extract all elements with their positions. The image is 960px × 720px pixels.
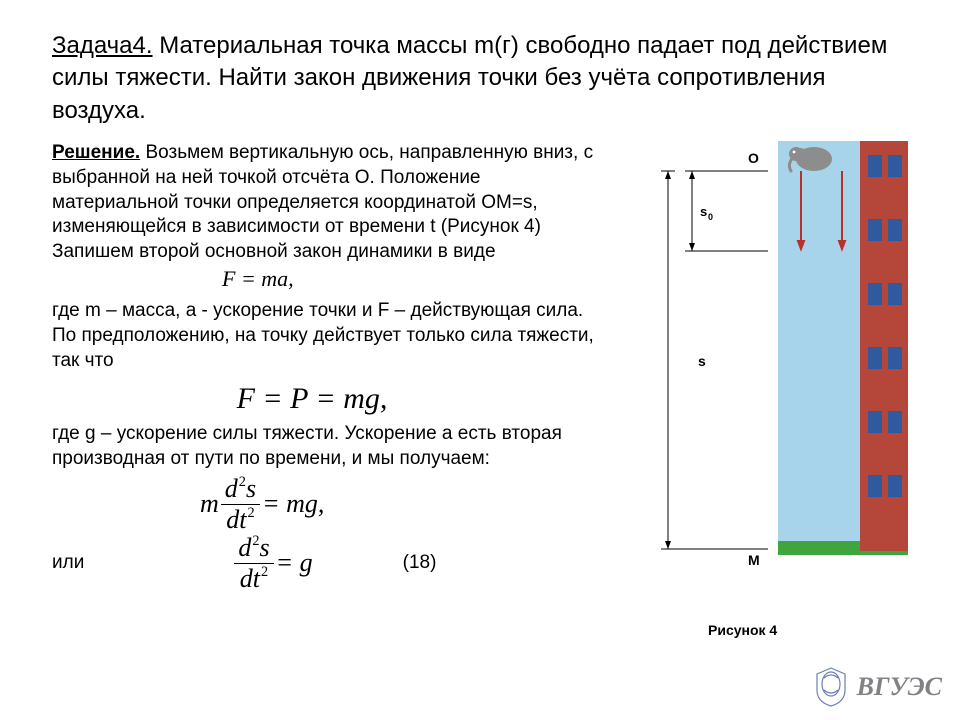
eq4-rhs: = g [276,546,313,580]
solution-body: Решение. Возьмем вертикальную ось, напра… [52,141,612,638]
title-text: Материальная точка массы m(г) свободно п… [52,32,887,124]
paragraph-1: Решение. Возьмем вертикальную ось, напра… [52,141,612,293]
label-s: s [698,353,706,369]
solution-label: Решение. [52,142,140,163]
equation-2: F = P = mg, [12,379,612,418]
svg-text:s: s [700,204,707,219]
equation-1: F = ma, [222,266,294,291]
svg-text:0: 0 [708,212,713,222]
paragraph-2: где m – масса, a - ускорение точки и F –… [52,299,612,373]
figure-4: O s 0 s M Рисунок 4 [612,141,924,638]
logo-text: ВГУЭС [857,672,942,702]
task-label: Задача4. [52,32,153,59]
label-O: O [748,150,759,166]
eq3-fraction: d2s dt2 [221,476,260,533]
problem-title: Задача4. Материальная точка массы m(г) с… [0,0,960,135]
paragraph-3: где g – ускорение силы тяжести. Ускорени… [52,422,612,471]
eq4-fraction: d2s dt2 [234,535,273,592]
eq3-m: m [200,487,219,521]
logo: ВГУЭС [811,664,942,710]
figure-caption: Рисунок 4 [708,622,924,638]
or-label: или [52,551,84,576]
label-M: M [748,552,760,568]
logo-icon [811,664,851,710]
equation-number: (18) [403,551,437,576]
figure-svg: O s 0 s M [638,141,918,611]
eq3-rhs: = mg, [262,487,324,521]
